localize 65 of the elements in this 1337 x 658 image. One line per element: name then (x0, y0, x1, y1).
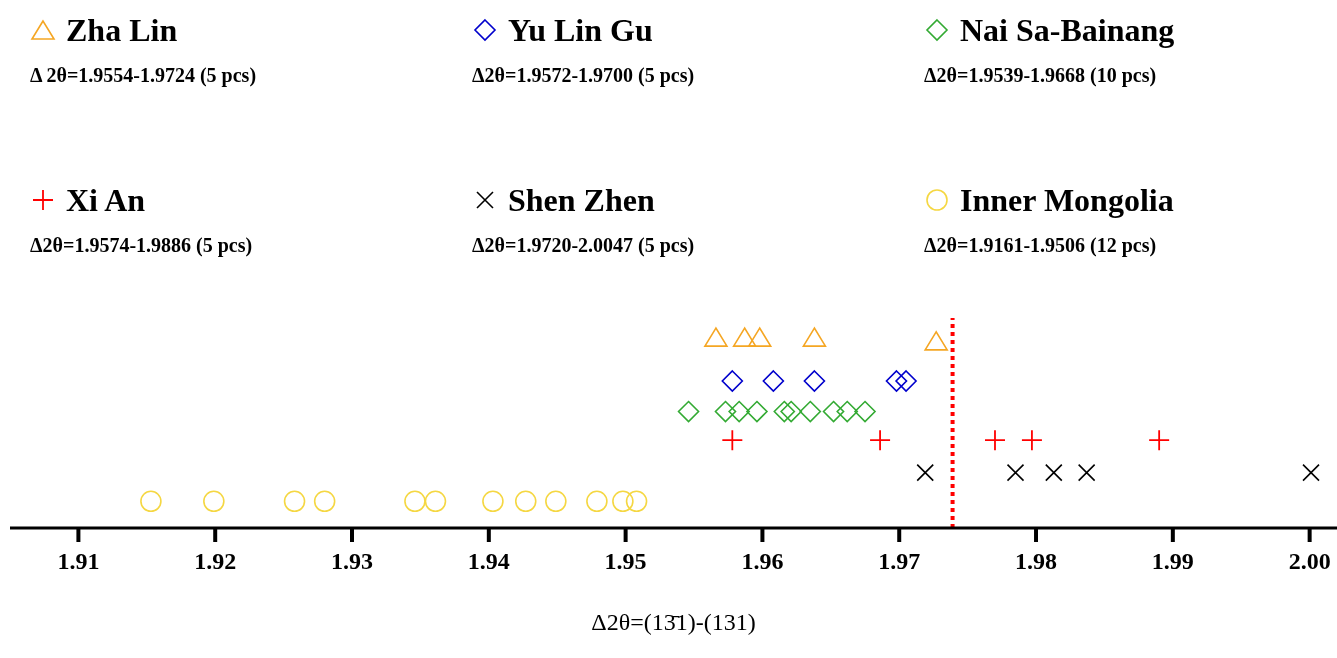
point (885, 370, 908, 392)
point (984, 430, 1005, 451)
x-tick-label: 1.93 (331, 548, 374, 575)
point (313, 490, 336, 513)
text: Δ2θ=1.9539-1.9668 (10 pcs) (924, 64, 1158, 87)
point (721, 370, 744, 392)
point (799, 400, 822, 423)
text: Δ2θ=1.9720-2.0047 (5 pcs) (472, 234, 695, 257)
legend-label: Yu Lin Gu (508, 11, 653, 49)
point (1045, 463, 1063, 482)
point (854, 400, 876, 423)
point (746, 400, 768, 423)
point (803, 370, 826, 392)
point (924, 331, 948, 351)
point (780, 400, 802, 423)
point (870, 430, 891, 451)
text: Δ2θ=1.9572-1.9700 (5 pcs) (472, 64, 695, 87)
legend-label: Shen Zhen (508, 181, 655, 219)
x-axis-title: Δ2θ=(13̄1)-(131) (591, 609, 756, 635)
x-tick-label: 1.95 (604, 548, 647, 575)
x-tick-label: 1.96 (741, 548, 784, 575)
point (714, 400, 737, 423)
point (677, 400, 700, 423)
x-tick-label: 1.97 (878, 548, 921, 575)
point (822, 400, 845, 423)
point (762, 370, 785, 392)
point (747, 327, 772, 347)
x-tick-label: 1.91 (57, 548, 100, 575)
legend-label: Nai Sa-Bainang (960, 11, 1175, 49)
text: Δ2θ=1.9574-1.9886 (5 pcs) (30, 234, 253, 257)
point (625, 490, 648, 513)
point (140, 490, 162, 513)
point (1006, 463, 1025, 482)
point (722, 430, 743, 451)
point (802, 327, 827, 347)
point (773, 400, 796, 423)
point (482, 490, 504, 513)
point (514, 490, 537, 513)
x-tick-label: 1.99 (1151, 548, 1194, 575)
point (1077, 463, 1096, 482)
legend-label: Xi An (66, 181, 146, 219)
point (545, 490, 567, 513)
point (916, 463, 935, 482)
point (836, 400, 859, 423)
point (1149, 430, 1170, 451)
point (732, 327, 757, 347)
point (283, 490, 306, 513)
legend-label: Inner Mongolia (960, 181, 1174, 219)
x-tick-label: 1.92 (194, 548, 237, 575)
text: Δ2θ=1.9161-1.9506 (12 pcs) (924, 234, 1158, 257)
x-tick-label: 1.98 (1015, 548, 1058, 575)
x-tick-label: 1.94 (467, 548, 510, 575)
point (424, 490, 447, 513)
text: Δ 2θ=1.9554-1.9724 (5 pcs) (30, 64, 257, 87)
point (704, 327, 728, 347)
legend-label: Zha Lin (66, 11, 178, 49)
point (612, 490, 634, 513)
point (1021, 430, 1042, 451)
point (203, 490, 225, 513)
point (586, 490, 608, 513)
point (1302, 463, 1320, 482)
point (728, 400, 750, 423)
point (404, 490, 426, 513)
point (895, 370, 917, 392)
x-tick-label: 2.00 (1288, 548, 1331, 575)
